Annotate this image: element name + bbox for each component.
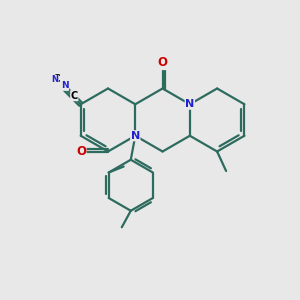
Text: N: N [131,131,140,141]
Text: C: C [52,74,60,85]
Text: N: N [51,75,58,84]
Text: N: N [61,81,69,90]
Text: C: C [70,91,78,101]
Text: N: N [185,99,194,109]
Text: O: O [76,145,86,158]
Text: O: O [158,56,168,70]
